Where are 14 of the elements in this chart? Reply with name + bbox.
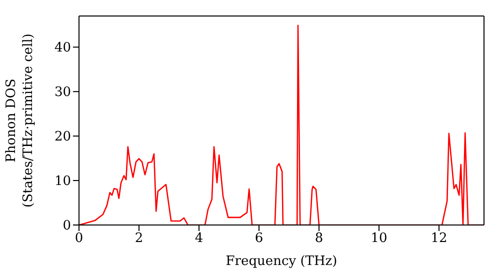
x-tick-label: 2 [134, 231, 144, 246]
y-tick-label: 10 [54, 174, 71, 190]
x-tick-label: 6 [254, 231, 264, 246]
y-tick-label: 30 [54, 85, 71, 100]
y-axis-title: Phonon DOS (States/THz·primitive cell) [4, 33, 36, 208]
y-tick-label: 20 [54, 130, 71, 145]
y-tick-label: 40 [54, 40, 71, 56]
x-tick-label: 10 [370, 231, 388, 246]
x-tick-label: 12 [430, 231, 448, 246]
x-axis-title: Frequency (THz) [226, 254, 338, 269]
y-tick-label: 0 [62, 218, 71, 234]
x-tick-label: 4 [194, 231, 204, 246]
x-tick-label: 8 [314, 231, 324, 246]
x-tick-label: 0 [74, 231, 84, 246]
